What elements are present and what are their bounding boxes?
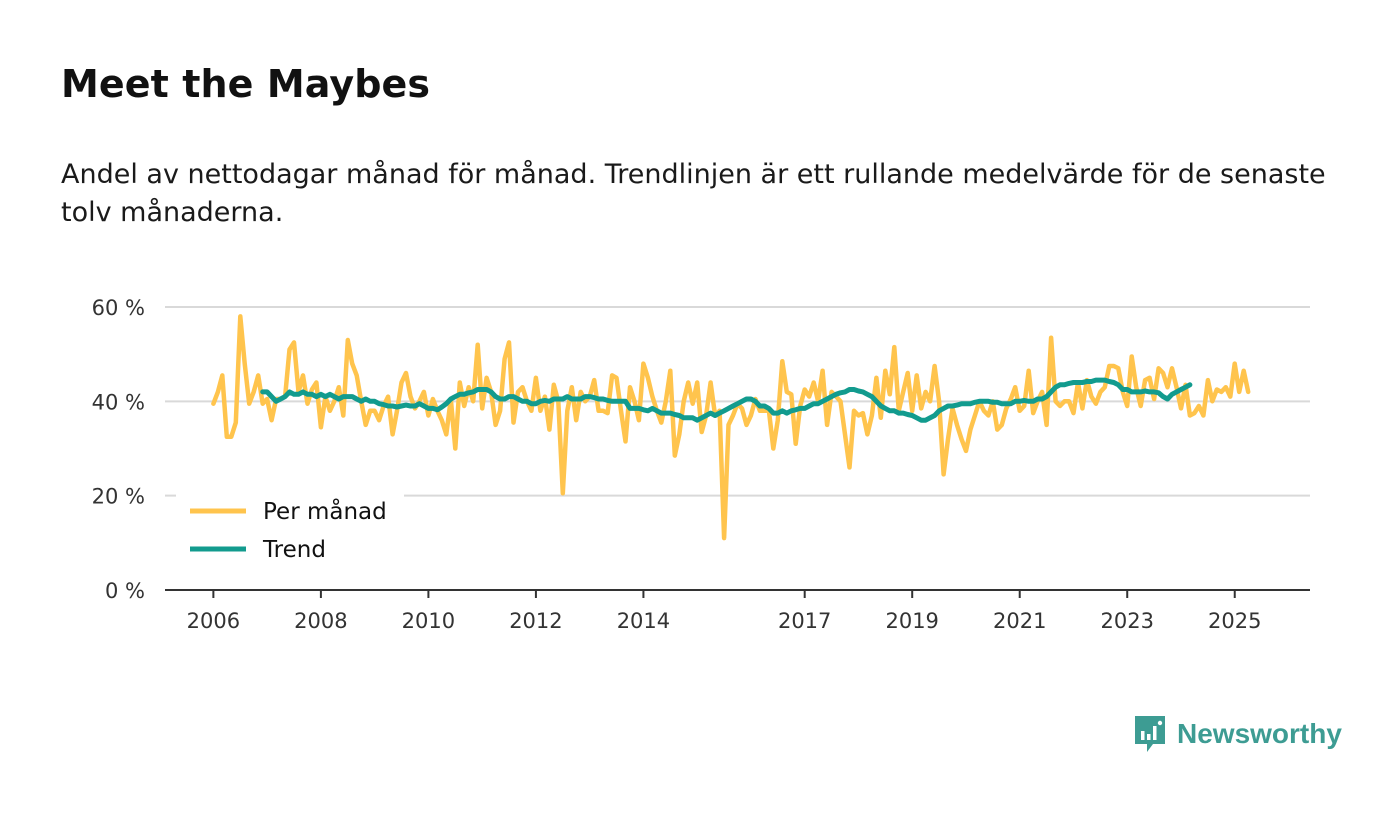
legend-label-trend: Trend — [262, 537, 326, 563]
legend: Per månad Trend — [176, 490, 404, 576]
y-tick-label: 20 % — [92, 485, 145, 509]
x-axis-ticks: 2006 2008 2010 2012 2014 2017 2019 2021 2023 2025 — [165, 589, 1310, 633]
legend-background — [176, 490, 404, 576]
trend-series-line — [260, 377, 1193, 423]
x-tick-label: 2025 — [1208, 609, 1261, 633]
brand-logo[interactable]: Newsworthy — [1133, 712, 1342, 756]
x-tick-label: 2008 — [294, 609, 347, 633]
brand-name: Newsworthy — [1177, 718, 1342, 749]
x-tick-label: 2017 — [778, 609, 831, 633]
x-tick-label: 2019 — [885, 609, 938, 633]
y-tick-label: 0 % — [105, 579, 145, 603]
x-tick-label: 2023 — [1101, 609, 1154, 633]
x-tick-label: 2021 — [993, 609, 1046, 633]
chart-title: Meet the Maybes — [61, 62, 431, 106]
x-tick-label: 2014 — [617, 609, 670, 633]
monthly-series-line — [211, 314, 1251, 541]
y-tick-label: 40 % — [92, 390, 145, 414]
y-axis-ticks: 0 % 20 % 40 % 60 % — [92, 296, 145, 603]
x-tick-label: 2012 — [509, 609, 562, 633]
newsworthy-logo-icon — [1135, 716, 1165, 752]
legend-label-monthly: Per månad — [263, 497, 387, 525]
x-tick-label: 2010 — [402, 609, 455, 633]
chart-subtitle: Andel av nettodagar månad för månad. Tre… — [61, 159, 1326, 228]
y-tick-label: 60 % — [92, 296, 145, 320]
x-tick-label: 2006 — [187, 609, 240, 633]
series-lines — [211, 314, 1251, 541]
